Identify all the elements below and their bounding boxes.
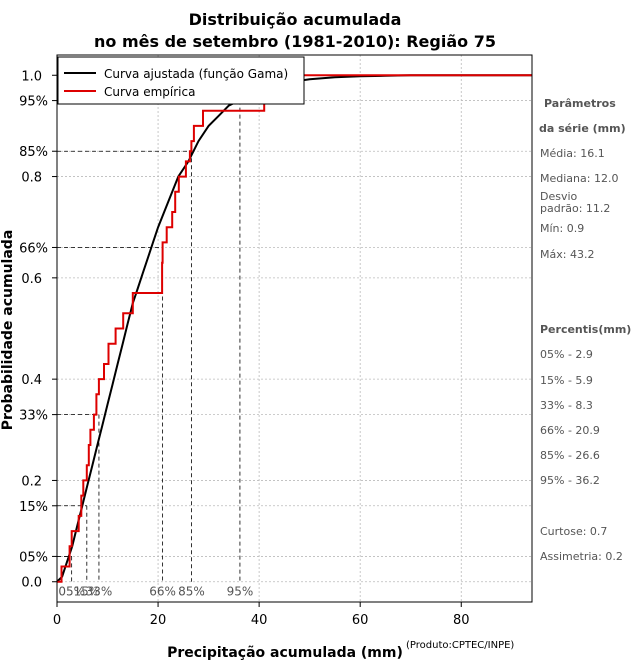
- y-axis-label: Probabilidade acumulada: [0, 230, 16, 431]
- legend: Curva ajustada (função Gama) Curva empíri…: [57, 56, 305, 105]
- x-tick-label: 0: [53, 613, 61, 628]
- percentile-guides: 05%15%33% 66% 85% 95%: [57, 100, 254, 599]
- percentile-marker-label: 95%: [227, 585, 254, 599]
- y-tick-label: 0.6: [21, 272, 42, 287]
- y-pct-tick-label: 66%: [19, 241, 48, 256]
- percentile-marker-label: 05%: [58, 585, 85, 599]
- percentile-marker-label: 85%: [178, 585, 205, 599]
- y-tick-label: 0.8: [21, 171, 42, 186]
- y-tick-label: 1.0: [21, 69, 42, 84]
- y-pct-tick-label: 85%: [19, 145, 48, 160]
- plot-frame: [56, 54, 533, 603]
- y-tick-label: 0.4: [21, 373, 42, 388]
- x-axis-label: Precipitação acumulada (mm): [167, 645, 403, 660]
- empirical-step-curve: [57, 74, 532, 583]
- y-pct-tick-label: 33%: [19, 409, 48, 424]
- percentile-marker-label: 66%: [149, 585, 176, 599]
- percentile-marker-label: 33%: [86, 585, 113, 599]
- chart-title-line1: Distribuição acumulada: [189, 10, 402, 29]
- axes: 0 20 40 60 800.00.20.40.60.81.005%15%33%66%8…: [19, 69, 469, 628]
- grid: [57, 55, 532, 602]
- legend-label-empirical: Curva empírica: [104, 85, 195, 99]
- legend-label-fitted: Curva ajustada (função Gama): [104, 67, 288, 81]
- chart-title-line2: no mês de setembro (1981-2010): Região 7…: [94, 32, 496, 51]
- y-tick-label: 0.0: [21, 576, 42, 591]
- y-tick-label: 0.2: [21, 474, 42, 489]
- y-pct-tick-label: 15%: [19, 500, 48, 515]
- x-tick-label: 80: [453, 613, 470, 628]
- y-pct-tick-label: 95%: [19, 95, 48, 110]
- x-tick-label: 60: [352, 613, 369, 628]
- x-tick-label: 20: [150, 613, 167, 628]
- percentile-marker-label: 15%: [73, 585, 100, 599]
- y-pct-tick-label: 05%: [19, 550, 48, 565]
- legend-box: [57, 56, 305, 105]
- x-tick-label: 40: [251, 613, 268, 628]
- credit-label: (Produto:CPTEC/INPE): [406, 640, 514, 651]
